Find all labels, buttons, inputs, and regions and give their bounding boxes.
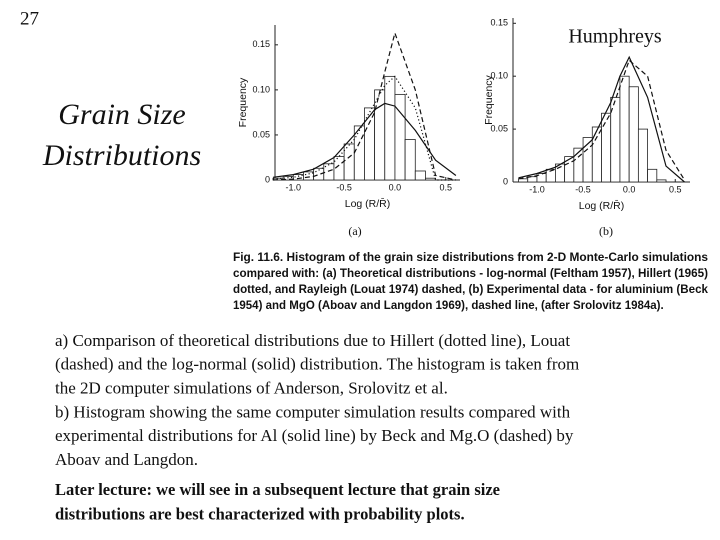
figure-caption: compared with: (a) Theoretical distribut… — [233, 268, 708, 280]
histogram-bar — [619, 75, 630, 183]
curve — [518, 55, 685, 183]
panel-label: (a) — [348, 224, 361, 238]
body-text: Aboav and Langdon. — [55, 450, 198, 469]
figure-caption: Fig. 11.6. Histogram of the grain size d… — [233, 252, 708, 264]
body-text: a) Comparison of theoretical distributio… — [55, 331, 570, 350]
histogram-bar — [647, 168, 658, 183]
curve — [518, 59, 686, 181]
histogram-bar — [364, 107, 376, 181]
histogram-bar — [601, 112, 612, 183]
histogram-bar — [518, 178, 529, 183]
histogram-bar — [656, 179, 667, 183]
x-axis-label: Log (R/R̄) — [345, 197, 391, 210]
slide-number: 27 — [20, 8, 39, 29]
y-axis-label: Frequency — [483, 74, 495, 124]
panel-label: (b) — [599, 224, 613, 238]
histogram-bar — [425, 177, 437, 181]
x-tick-label: -1.0 — [286, 182, 302, 192]
histogram-bar — [573, 147, 584, 183]
body-bold-text: distributions are best characterized wit… — [55, 504, 465, 523]
y-tick-label: 0.10 — [490, 71, 508, 81]
x-axis-label: Log (R/R̄) — [579, 199, 625, 212]
y-tick-label: 0 — [265, 174, 270, 184]
curve — [272, 31, 457, 181]
body-bold-text: Later lecture: we will see in a subseque… — [55, 480, 500, 499]
y-tick-label: 0.10 — [252, 84, 270, 94]
author: Humphreys — [568, 26, 662, 48]
y-tick-label: 0 — [503, 176, 508, 186]
histogram-bar — [353, 125, 365, 181]
histogram-bar — [628, 86, 639, 183]
title-line: Grain Size — [58, 98, 186, 131]
x-tick-label: 0.5 — [440, 182, 453, 192]
y-axis-label: Frequency — [237, 77, 249, 127]
x-tick-label: -1.0 — [529, 184, 545, 194]
histogram-bar — [414, 170, 426, 181]
figure-caption: dotted, and Rayleigh (Louat 1974) dashed… — [233, 284, 709, 296]
x-tick-label: 0.0 — [389, 182, 402, 192]
y-tick-label: 0.15 — [252, 39, 270, 49]
x-tick-label: 0.5 — [669, 184, 682, 194]
x-tick-label: -0.5 — [336, 182, 352, 192]
x-tick-label: 0.0 — [623, 184, 636, 194]
body-text: the 2D computer simulations of Anderson,… — [55, 379, 448, 398]
curve — [272, 102, 457, 178]
histogram-bar — [394, 93, 406, 181]
x-tick-label: -0.5 — [575, 184, 591, 194]
histogram-bar — [591, 126, 602, 183]
y-tick-label: 0.05 — [252, 129, 270, 139]
histogram-bar — [343, 143, 355, 181]
y-tick-label: 0.05 — [490, 123, 508, 133]
y-tick-label: 0.15 — [490, 18, 508, 28]
histogram-bar — [384, 75, 396, 181]
body-text: b) Histogram showing the same computer s… — [55, 402, 571, 421]
title-line: Distributions — [42, 139, 201, 172]
histogram-bar — [374, 89, 386, 181]
figure-caption: 1954) and MgO (Aboav and Langdon 1969), … — [233, 300, 664, 312]
histogram-bar — [404, 139, 416, 181]
body-text: (dashed) and the log-normal (solid) dist… — [55, 355, 579, 374]
body-text: experimental distributions for Al (solid… — [55, 426, 574, 445]
histogram-bar — [637, 128, 648, 183]
